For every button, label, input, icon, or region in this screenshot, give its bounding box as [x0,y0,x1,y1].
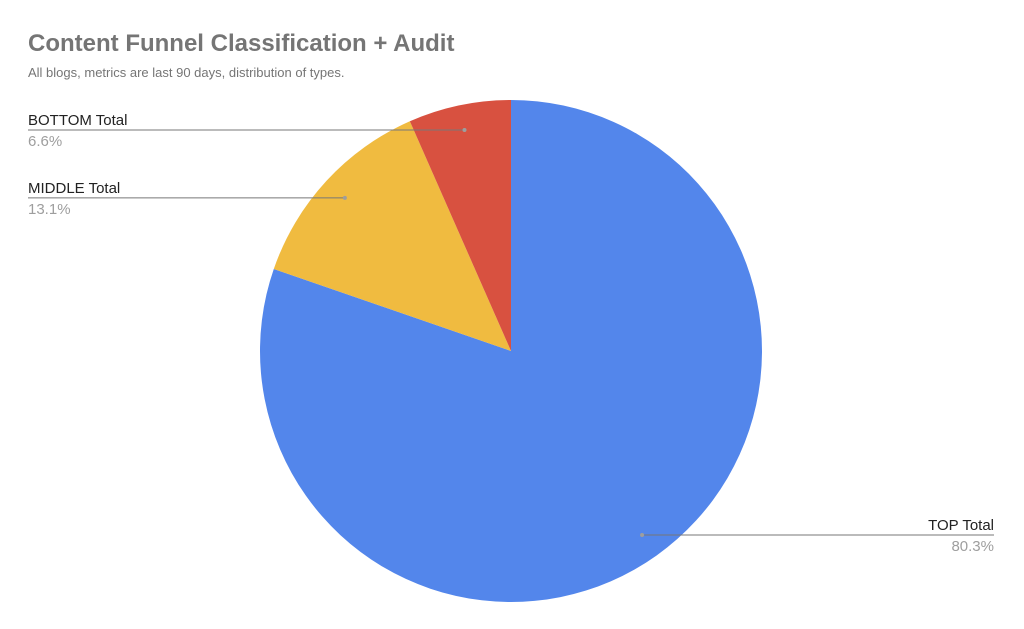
pie-slice [409,100,511,351]
chart-subtitle: All blogs, metrics are last 90 days, dis… [28,65,344,80]
slice-label: BOTTOM Total [28,112,127,129]
slice-label: TOP Total [928,517,994,534]
chart-title: Content Funnel Classification + Audit [28,30,454,57]
leader-dot [462,127,467,132]
slice-value-label: 6.6% [28,133,62,150]
leader-dot [640,533,645,538]
leader-dot [342,195,347,200]
slice-value-label: 80.3% [951,538,994,555]
slice-value-label: 13.1% [28,201,71,218]
slice-label: MIDDLE Total [28,180,120,197]
pie-slice [273,121,511,351]
